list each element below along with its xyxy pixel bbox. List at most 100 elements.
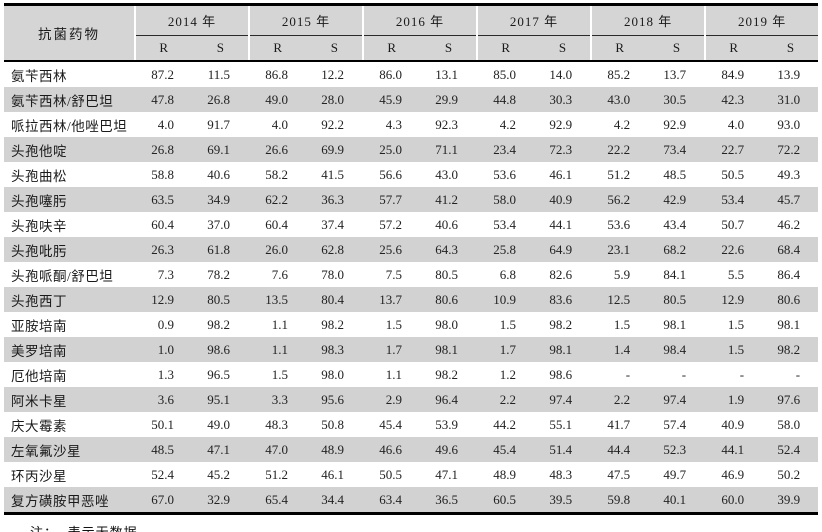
column-gap <box>590 287 593 312</box>
s-column-header: S <box>762 35 819 62</box>
r-value-cell: 41.7 <box>592 412 649 437</box>
column-gap <box>134 487 136 514</box>
column-gap <box>134 187 136 212</box>
column-gap <box>590 61 593 87</box>
s-value-cell: - <box>762 362 819 387</box>
s-value-cell: 11.5 <box>192 61 249 87</box>
drug-name-cell: 阿米卡星 <box>4 387 134 412</box>
column-gap <box>134 61 136 87</box>
s-value-cell: 50.8 <box>306 412 363 437</box>
table-row: 美罗培南 1.0 98.6 1.1 98.3 1.7 98.1 1.7 98.1 1.4 98.4 1… <box>4 337 819 362</box>
column-gap <box>476 262 479 287</box>
year-header-2017: 2017 年 <box>478 4 591 36</box>
r-value-cell: 3.3 <box>250 387 307 412</box>
r-value-cell: 22.7 <box>706 137 763 162</box>
r-value-cell: - <box>706 362 763 387</box>
s-column-header: S <box>306 35 363 62</box>
drug-name-cell: 美罗培南 <box>4 337 134 362</box>
s-value-cell: 69.1 <box>192 137 249 162</box>
s-value-cell: 78.2 <box>192 262 249 287</box>
r-value-cell: 23.4 <box>478 137 535 162</box>
column-gap <box>476 487 479 514</box>
s-value-cell: 39.9 <box>762 487 819 514</box>
drug-name-cell: 头孢吡肟 <box>4 237 134 262</box>
r-value-cell: 26.3 <box>136 237 192 262</box>
r-value-cell: 1.2 <box>478 362 535 387</box>
s-value-cell: 91.7 <box>192 112 249 137</box>
r-value-cell: 63.4 <box>364 487 421 514</box>
s-value-cell: 51.4 <box>534 437 591 462</box>
column-gap <box>362 337 365 362</box>
column-gap <box>362 87 365 112</box>
column-gap <box>590 87 593 112</box>
column-gap <box>476 61 479 87</box>
column-gap <box>248 387 251 412</box>
column-gap <box>476 312 479 337</box>
r-value-cell: 7.3 <box>136 262 192 287</box>
s-value-cell: 42.9 <box>648 187 705 212</box>
r-value-cell: 25.8 <box>478 237 535 262</box>
s-value-cell: 68.4 <box>762 237 819 262</box>
s-value-cell: 46.1 <box>306 462 363 487</box>
r-value-cell: 44.4 <box>592 437 649 462</box>
r-value-cell: 2.2 <box>478 387 535 412</box>
column-gap <box>704 462 707 487</box>
column-gap <box>476 4 479 62</box>
s-value-cell: 98.4 <box>648 337 705 362</box>
s-value-cell: 98.1 <box>648 312 705 337</box>
r-value-cell: 49.0 <box>250 87 307 112</box>
s-value-cell: 68.2 <box>648 237 705 262</box>
s-value-cell: 97.4 <box>534 387 591 412</box>
r-value-cell: 48.9 <box>478 462 535 487</box>
s-value-cell: 64.3 <box>420 237 477 262</box>
s-value-cell: 50.2 <box>762 462 819 487</box>
column-gap <box>476 412 479 437</box>
column-gap <box>362 387 365 412</box>
column-gap <box>134 312 136 337</box>
table-row: 头孢吡肟 26.3 61.8 26.0 62.8 25.6 64.3 25.8 64.9 23.1… <box>4 237 819 262</box>
column-gap <box>248 162 251 187</box>
s-value-cell: 98.6 <box>192 337 249 362</box>
r-value-cell: 50.1 <box>136 412 192 437</box>
r-value-cell: 47.8 <box>136 87 192 112</box>
column-gap <box>476 337 479 362</box>
drug-name-cell: 复方磺胺甲恶唑 <box>4 487 134 514</box>
column-gap <box>248 287 251 312</box>
year-header-2018: 2018 年 <box>592 4 705 36</box>
s-value-cell: 49.6 <box>420 437 477 462</box>
column-gap <box>476 162 479 187</box>
column-gap <box>134 287 136 312</box>
r-value-cell: 4.0 <box>136 112 192 137</box>
s-value-cell: 45.2 <box>192 462 249 487</box>
column-gap <box>134 4 136 62</box>
r-value-cell: 42.3 <box>706 87 763 112</box>
column-gap <box>590 112 593 137</box>
column-gap <box>248 262 251 287</box>
s-value-cell: 86.4 <box>762 262 819 287</box>
s-value-cell: 98.1 <box>762 312 819 337</box>
column-gap <box>134 362 136 387</box>
column-gap <box>704 287 707 312</box>
r-column-header: R <box>478 35 535 62</box>
s-value-cell: 13.7 <box>648 61 705 87</box>
year-header-2019: 2019 年 <box>706 4 819 36</box>
column-gap <box>362 112 365 137</box>
r-value-cell: 12.9 <box>706 287 763 312</box>
r-value-cell: 4.2 <box>478 112 535 137</box>
s-value-cell: 84.1 <box>648 262 705 287</box>
table-row: 左氧氟沙星 48.5 47.1 47.0 48.9 46.6 49.6 45.4 51.4 44.… <box>4 437 819 462</box>
column-gap <box>362 487 365 514</box>
r-value-cell: 60.5 <box>478 487 535 514</box>
column-gap <box>476 287 479 312</box>
r-value-cell: 85.2 <box>592 61 649 87</box>
column-gap <box>362 437 365 462</box>
s-value-cell: 31.0 <box>762 87 819 112</box>
r-value-cell: 60.4 <box>250 212 307 237</box>
r-value-cell: 62.2 <box>250 187 307 212</box>
s-value-cell: 40.6 <box>420 212 477 237</box>
s-value-cell: 98.2 <box>306 312 363 337</box>
s-value-cell: 98.3 <box>306 337 363 362</box>
s-value-cell: 98.1 <box>534 337 591 362</box>
r-value-cell: 60.4 <box>136 212 192 237</box>
s-value-cell: 98.2 <box>420 362 477 387</box>
